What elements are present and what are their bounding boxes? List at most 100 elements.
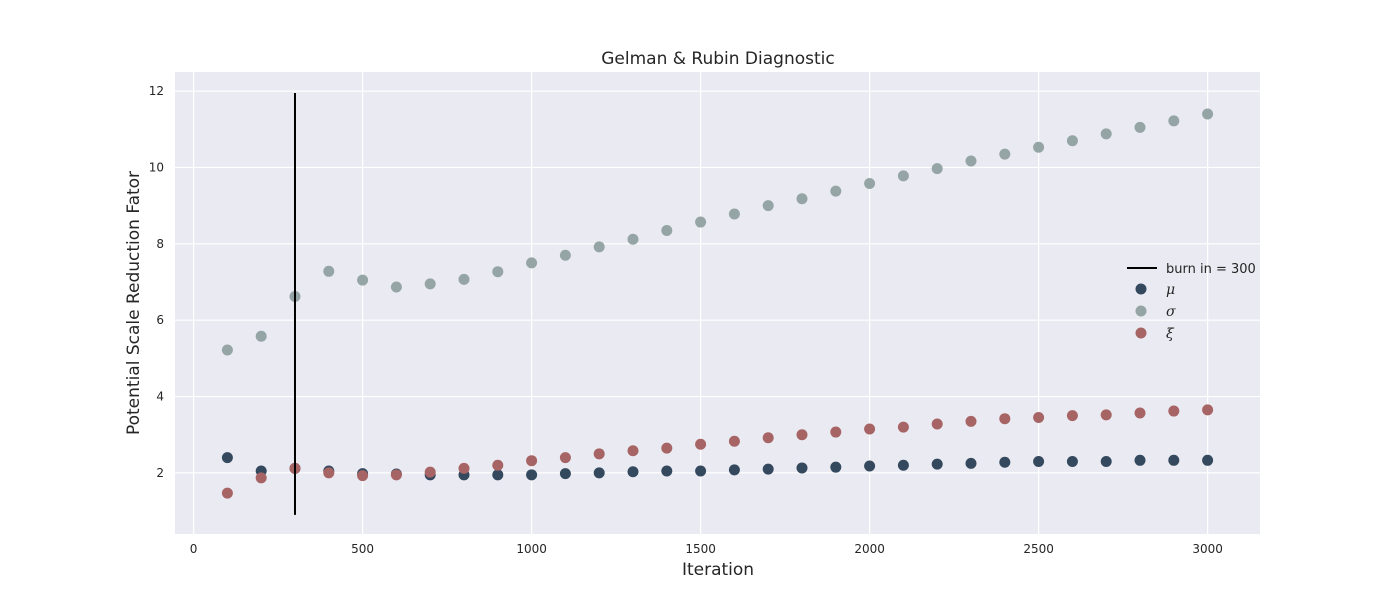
data-point-series-3 xyxy=(627,445,639,457)
data-point-series-1 xyxy=(999,456,1011,468)
data-point-series-2 xyxy=(1033,141,1045,153)
data-point-series-1 xyxy=(1168,454,1180,466)
data-point-series-3 xyxy=(1033,412,1045,424)
legend-label-series-3: ξ xyxy=(1166,326,1175,342)
chart-title: Gelman & Rubin Diagnostic xyxy=(601,49,834,69)
y-tick-label: 6 xyxy=(156,313,164,327)
data-point-series-3 xyxy=(864,423,876,435)
data-point-series-1 xyxy=(526,469,538,481)
data-point-series-1 xyxy=(864,460,876,472)
data-point-series-1 xyxy=(897,459,909,471)
data-point-series-2 xyxy=(661,224,673,236)
data-point-series-1 xyxy=(931,458,943,470)
data-point-series-3 xyxy=(593,448,605,460)
data-point-series-3 xyxy=(357,470,369,482)
data-point-series-3 xyxy=(559,452,571,464)
data-point-series-1 xyxy=(695,465,707,477)
x-tick-label: 500 xyxy=(351,542,374,556)
data-point-series-2 xyxy=(999,148,1011,160)
data-point-series-3 xyxy=(1134,407,1146,419)
data-point-series-2 xyxy=(627,233,639,245)
data-point-series-2 xyxy=(931,163,943,175)
data-point-series-2 xyxy=(526,257,538,269)
data-point-series-3 xyxy=(999,413,1011,425)
legend-marker-series-2 xyxy=(1135,305,1147,317)
data-point-series-1 xyxy=(1100,455,1112,467)
legend-marker-series-3 xyxy=(1135,327,1147,339)
data-point-series-1 xyxy=(559,468,571,480)
legend-label-series-2: σ xyxy=(1166,304,1176,320)
y-tick-label: 4 xyxy=(156,390,164,404)
legend: burn in = 300 μσξ xyxy=(1127,262,1256,342)
data-point-series-2 xyxy=(762,200,774,212)
data-point-series-1 xyxy=(492,469,504,481)
data-point-series-2 xyxy=(221,344,233,356)
data-point-series-2 xyxy=(897,170,909,182)
data-point-series-3 xyxy=(830,426,842,438)
data-point-series-2 xyxy=(728,208,740,220)
y-tick-label: 12 xyxy=(149,84,164,98)
data-point-series-2 xyxy=(390,281,402,293)
legend-marker-series-1 xyxy=(1135,283,1147,295)
data-point-series-1 xyxy=(1066,455,1078,467)
data-point-series-1 xyxy=(1033,455,1045,467)
x-axis-label: Iteration xyxy=(682,560,754,580)
data-point-series-3 xyxy=(897,421,909,433)
data-point-series-2 xyxy=(864,177,876,189)
x-tick-label: 1500 xyxy=(685,542,716,556)
data-point-series-1 xyxy=(762,463,774,475)
data-point-series-1 xyxy=(221,452,233,464)
data-point-series-2 xyxy=(593,241,605,253)
data-point-series-2 xyxy=(1100,128,1112,140)
data-point-series-2 xyxy=(323,265,335,277)
data-point-series-1 xyxy=(1134,454,1146,466)
data-point-series-3 xyxy=(1066,410,1078,422)
data-point-series-2 xyxy=(255,330,267,342)
data-point-series-2 xyxy=(559,249,571,261)
x-tick-label: 2500 xyxy=(1023,542,1054,556)
data-point-series-1 xyxy=(830,461,842,473)
data-points xyxy=(221,108,1214,499)
data-point-series-3 xyxy=(965,415,977,427)
data-point-series-2 xyxy=(357,274,369,286)
y-axis-label: Potential Scale Reduction Fator xyxy=(124,171,144,435)
data-point-series-3 xyxy=(796,429,808,441)
data-point-series-1 xyxy=(627,466,639,478)
data-point-series-1 xyxy=(728,464,740,476)
data-point-series-3 xyxy=(728,435,740,447)
data-point-series-3 xyxy=(931,418,943,430)
x-axis-ticks: 0 500 1000 1500 2000 2500 3000 xyxy=(190,542,1223,556)
data-point-series-1 xyxy=(965,457,977,469)
data-point-series-3 xyxy=(424,466,436,478)
x-tick-label: 1000 xyxy=(516,542,547,556)
data-point-series-2 xyxy=(1134,121,1146,133)
data-point-series-1 xyxy=(796,462,808,474)
data-point-series-3 xyxy=(526,455,538,467)
y-tick-label: 8 xyxy=(156,237,164,251)
data-point-series-1 xyxy=(661,465,673,477)
data-point-series-2 xyxy=(424,278,436,290)
data-point-series-2 xyxy=(965,155,977,167)
legend-label-series-1: μ xyxy=(1166,282,1175,298)
y-tick-label: 2 xyxy=(156,466,164,480)
data-point-series-3 xyxy=(1168,405,1180,417)
y-axis-ticks: 2 4 6 8 10 12 xyxy=(149,84,164,480)
data-point-series-3 xyxy=(458,462,470,474)
x-tick-label: 3000 xyxy=(1192,542,1223,556)
y-tick-label: 10 xyxy=(149,160,164,174)
data-point-series-2 xyxy=(492,266,504,278)
data-point-series-2 xyxy=(1168,115,1180,127)
data-point-series-2 xyxy=(458,273,470,285)
data-point-series-1 xyxy=(1202,454,1214,466)
data-point-series-3 xyxy=(695,438,707,450)
data-point-series-2 xyxy=(796,193,808,205)
data-point-series-3 xyxy=(492,459,504,471)
data-point-series-2 xyxy=(830,185,842,197)
data-point-series-3 xyxy=(255,472,267,484)
data-point-series-3 xyxy=(661,442,673,454)
plot-area xyxy=(175,72,1260,534)
data-point-series-3 xyxy=(762,432,774,444)
data-point-series-3 xyxy=(221,487,233,499)
data-point-series-3 xyxy=(390,469,402,481)
